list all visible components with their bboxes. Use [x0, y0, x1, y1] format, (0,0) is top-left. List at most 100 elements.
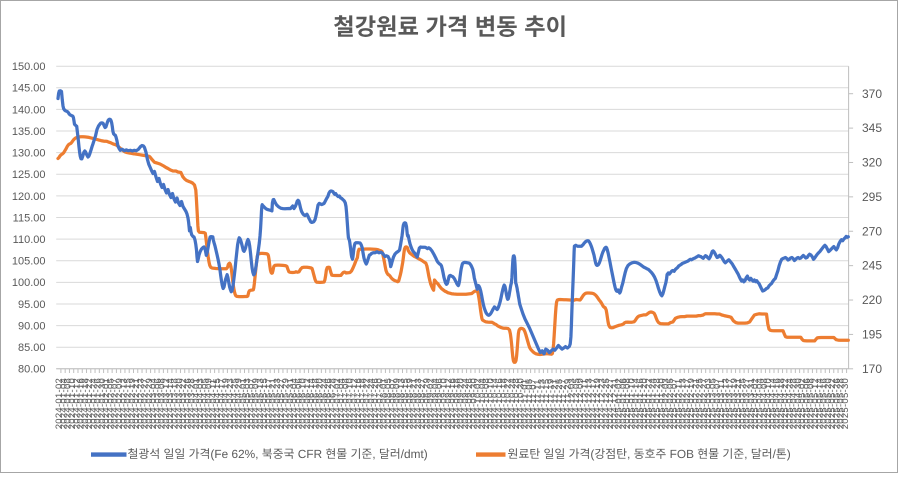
svg-text:2024-07-16: 2024-07-16 — [353, 378, 364, 429]
svg-text:2024-06-28: 2024-06-28 — [327, 378, 338, 429]
svg-text:2025-05-20: 2025-05-20 — [823, 378, 834, 429]
svg-text:2024-01-10: 2024-01-10 — [67, 378, 78, 429]
svg-text:2025-02-03: 2025-02-03 — [661, 378, 672, 429]
svg-text:2024-08-01: 2024-08-01 — [379, 378, 390, 429]
svg-text:2024-11-15: 2024-11-15 — [541, 379, 552, 430]
svg-text:2024-09-06: 2024-09-06 — [434, 378, 445, 429]
svg-text:270: 270 — [862, 224, 882, 238]
svg-text:2024-08-09: 2024-08-09 — [392, 378, 403, 429]
svg-text:2025-02-17: 2025-02-17 — [682, 378, 693, 429]
svg-text:2025-05-02: 2025-05-02 — [797, 378, 808, 429]
svg-text:2024-11-13: 2024-11-13 — [537, 379, 548, 430]
svg-text:2025-04-02: 2025-04-02 — [750, 378, 761, 429]
svg-text:2025-04-16: 2025-04-16 — [772, 378, 783, 429]
svg-text:2025-05-12: 2025-05-12 — [810, 378, 821, 429]
svg-text:2024-04-09: 2024-04-09 — [204, 378, 215, 429]
svg-text:2024-07-22: 2024-07-22 — [362, 378, 373, 429]
svg-text:2024-12-23: 2024-12-23 — [596, 378, 607, 429]
svg-text:2024-10-24: 2024-10-24 — [507, 378, 518, 429]
svg-text:2024-03-14: 2024-03-14 — [165, 378, 176, 429]
svg-text:2024-12-19: 2024-12-19 — [592, 378, 603, 429]
svg-text:145.00: 145.00 — [12, 83, 46, 95]
svg-text:95.00: 95.00 — [18, 299, 46, 311]
svg-text:2024-09-26: 2024-09-26 — [464, 378, 475, 429]
svg-text:2024-12-13: 2024-12-13 — [584, 378, 595, 429]
svg-text:2025-03-17: 2025-03-17 — [725, 378, 736, 429]
svg-text:2025-01-02: 2025-01-02 — [614, 378, 625, 429]
svg-text:2024-09-20: 2024-09-20 — [456, 378, 467, 429]
svg-text:2025-01-22: 2025-01-22 — [643, 378, 654, 429]
svg-text:2024-01-30: 2024-01-30 — [97, 378, 108, 429]
svg-text:2024-08-13: 2024-08-13 — [396, 378, 407, 429]
svg-text:2024-10-16: 2024-10-16 — [494, 378, 505, 429]
svg-text:125.00: 125.00 — [12, 169, 46, 181]
svg-text:2024-03-18: 2024-03-18 — [169, 378, 180, 429]
svg-text:2024-05-01: 2024-05-01 — [238, 378, 249, 429]
svg-text:2024-02-27: 2024-02-27 — [140, 378, 151, 429]
svg-text:2025-04-28: 2025-04-28 — [789, 378, 800, 429]
svg-text:220: 220 — [862, 293, 882, 307]
svg-text:2024-07-08: 2024-07-08 — [340, 378, 351, 429]
svg-text:2024-03-20: 2024-03-20 — [174, 378, 185, 429]
svg-text:100.00: 100.00 — [12, 277, 46, 289]
svg-text:2025-01-14: 2025-01-14 — [631, 378, 642, 429]
svg-text:2024-04-17: 2024-04-17 — [216, 378, 227, 429]
svg-text:2024-02-05: 2024-02-05 — [105, 378, 116, 429]
svg-text:295: 295 — [862, 190, 882, 204]
svg-text:2025-05-16: 2025-05-16 — [819, 378, 830, 429]
svg-text:2024-09-02: 2024-09-02 — [426, 378, 437, 429]
svg-text:2024-11-05: 2024-11-05 — [524, 379, 535, 430]
svg-text:2024-01-26: 2024-01-26 — [93, 378, 104, 429]
svg-text:2025-02-11: 2025-02-11 — [673, 379, 684, 430]
svg-text:2024-08-29: 2024-08-29 — [421, 378, 432, 429]
svg-text:2024-09-30: 2024-09-30 — [468, 378, 479, 429]
svg-text:2024-02-29: 2024-02-29 — [144, 378, 155, 429]
svg-text:2024-05-17: 2024-05-17 — [263, 378, 274, 429]
svg-text:2024-07-24: 2024-07-24 — [366, 378, 377, 429]
svg-text:2024-08-05: 2024-08-05 — [383, 378, 394, 429]
svg-text:2024-05-29: 2024-05-29 — [281, 378, 292, 429]
svg-text:2024-04-05: 2024-04-05 — [199, 378, 210, 429]
svg-text:2024-07-12: 2024-07-12 — [349, 378, 360, 429]
svg-text:2024-07-04: 2024-07-04 — [336, 378, 347, 429]
svg-text:2024-06-24: 2024-06-24 — [319, 378, 330, 429]
svg-text:2024-06-04: 2024-06-04 — [289, 378, 300, 429]
svg-text:320: 320 — [862, 156, 882, 170]
svg-text:2025-03-31: 2025-03-31 — [746, 378, 757, 429]
svg-text:2024-10-22: 2024-10-22 — [503, 378, 514, 429]
svg-text:2025-02-05: 2025-02-05 — [665, 378, 676, 429]
svg-text:2025-01-30: 2025-01-30 — [656, 378, 667, 429]
svg-text:2024-04-15: 2024-04-15 — [212, 378, 223, 429]
svg-text:2024-06-10: 2024-06-10 — [298, 378, 309, 429]
svg-text:2024-04-19: 2024-04-19 — [221, 378, 232, 429]
svg-text:2024-01-08: 2024-01-08 — [63, 378, 74, 429]
svg-text:2025-01-08: 2025-01-08 — [622, 378, 633, 429]
svg-text:2024-03-28: 2024-03-28 — [187, 378, 198, 429]
svg-text:2024-09-18: 2024-09-18 — [451, 378, 462, 429]
svg-text:345: 345 — [862, 121, 882, 135]
svg-text:2024-08-19: 2024-08-19 — [404, 378, 415, 429]
svg-text:2025-05-26: 2025-05-26 — [831, 378, 842, 429]
svg-text:2024-03-22: 2024-03-22 — [178, 378, 189, 429]
svg-text:2025-05-06: 2025-05-06 — [801, 378, 812, 429]
svg-text:2025-03-05: 2025-03-05 — [708, 378, 719, 429]
svg-text:2024-04-03: 2024-04-03 — [195, 378, 206, 429]
svg-text:2024-06-06: 2024-06-06 — [293, 378, 304, 429]
svg-text:2024-02-09: 2024-02-09 — [114, 378, 125, 429]
svg-text:2025-02-07: 2025-02-07 — [669, 378, 680, 429]
svg-text:2025-04-14: 2025-04-14 — [767, 378, 778, 429]
svg-text:2024-05-21: 2024-05-21 — [268, 378, 279, 429]
svg-text:2024-01-16: 2024-01-16 — [76, 378, 87, 429]
svg-text:2024-06-18: 2024-06-18 — [310, 378, 321, 429]
svg-text:2024-01-12: 2024-01-12 — [71, 378, 82, 429]
svg-text:195: 195 — [862, 328, 882, 342]
svg-text:2025-01-06: 2025-01-06 — [618, 378, 629, 429]
svg-text:2025-04-24: 2025-04-24 — [784, 378, 795, 429]
svg-text:2025-05-28: 2025-05-28 — [836, 378, 847, 429]
svg-text:2025-02-21: 2025-02-21 — [690, 378, 701, 429]
svg-text:2024-02-13: 2024-02-13 — [118, 378, 129, 429]
svg-text:2024-10-14: 2024-10-14 — [490, 378, 501, 429]
svg-text:2024-12-03: 2024-12-03 — [567, 378, 578, 429]
svg-text:2024-03-08: 2024-03-08 — [157, 378, 168, 429]
svg-text:2024-09-04: 2024-09-04 — [430, 378, 441, 429]
